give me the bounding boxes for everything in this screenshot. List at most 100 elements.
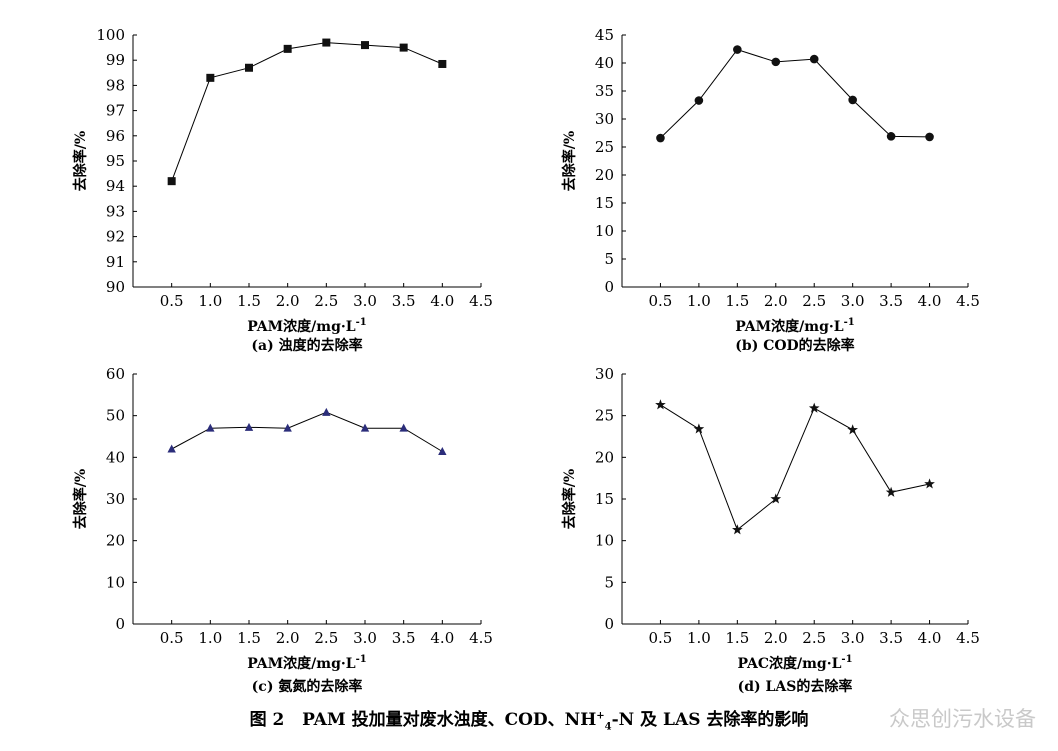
y-tick-label: 35 xyxy=(595,82,614,100)
series-line xyxy=(660,49,930,139)
data-point xyxy=(885,486,897,497)
data-point xyxy=(283,44,292,53)
data-point xyxy=(924,478,935,489)
watermark-text: 众思创污水设备 xyxy=(889,707,1036,731)
y-tick-label: 50 xyxy=(106,407,125,425)
x-tick-label: 0.5 xyxy=(649,292,673,310)
y-tick-label: 98 xyxy=(106,76,125,94)
y-tick-label: 91 xyxy=(106,253,125,271)
series-line xyxy=(171,42,443,182)
data-point xyxy=(206,423,215,432)
y-axis-title: 去除率/% xyxy=(561,469,578,529)
figure-caption-sub: 4 xyxy=(604,721,612,733)
x-axis-title: PAC浓度/mg·L-1 xyxy=(737,654,852,672)
chart-caption: (a) 浊度的去除率 xyxy=(251,337,362,354)
chart-caption: (c) 氨氮的去除率 xyxy=(252,678,363,695)
series-line xyxy=(660,404,930,531)
chart-d: 0 5 10 15 20 25 30 0.5 1.0 1.5 2.0 2.5 3.0 3.5 4.0 4.5 去… xyxy=(561,365,980,695)
data-point xyxy=(360,423,370,432)
data-point xyxy=(438,447,447,455)
x-axis-title: PAM浓度/mg·L-1 xyxy=(735,317,854,335)
y-tick-label: 30 xyxy=(595,365,614,383)
figure-caption-prefix: 图 2 xyxy=(249,710,285,730)
y-tick-label: 60 xyxy=(106,365,125,383)
data-point xyxy=(925,132,934,142)
data-point xyxy=(886,132,896,141)
x-tick-label: 3.0 xyxy=(353,629,377,647)
x-tick-label: 1.0 xyxy=(198,292,222,310)
y-axis-title: 去除率/% xyxy=(72,469,89,529)
data-point xyxy=(848,95,857,105)
y-axis-title: 去除率/% xyxy=(72,131,89,191)
x-tick-label: 3.5 xyxy=(879,292,903,310)
y-tick-label: 0 xyxy=(604,615,614,633)
data-point xyxy=(245,63,253,72)
data-point xyxy=(656,133,665,143)
x-tick-label: 1.0 xyxy=(687,629,711,647)
data-point xyxy=(693,423,705,434)
x-tick-label: 2.5 xyxy=(314,629,338,647)
y-tick-label: 0 xyxy=(115,615,125,633)
chart-b: 0 5 10 15 20 25 30 35 40 45 0.5 1.0 1.5 2.0 2.5 3.0 3.5 4… xyxy=(561,26,980,354)
data-point xyxy=(694,96,704,105)
y-tick-label: 20 xyxy=(106,532,125,550)
y-tick-label: 90 xyxy=(106,278,125,296)
y-tick-label: 20 xyxy=(595,166,614,184)
x-tick-label: 2.5 xyxy=(802,292,826,310)
x-tick-label: 0.5 xyxy=(649,629,673,647)
x-tick-label: 1.5 xyxy=(725,292,749,310)
figure-caption-main: PAM 投加量对废水浊度、COD、NH xyxy=(302,710,597,730)
y-tick-label: 15 xyxy=(595,194,614,212)
x-tick-label: 4.5 xyxy=(956,292,980,310)
y-tick-label: 0 xyxy=(604,278,614,296)
chart-c: 0 10 20 30 40 50 60 0.5 1.0 1.5 2.0 2.5 3.0 3.5 4.0 4.5… xyxy=(72,365,493,695)
x-tick-label: 3.5 xyxy=(392,292,416,310)
x-axis-title-main: PAM浓度/mg·L xyxy=(735,318,843,335)
x-tick-label: 1.5 xyxy=(237,292,261,310)
x-tick-label: 2.5 xyxy=(802,629,826,647)
y-tick-label: 30 xyxy=(106,490,125,508)
x-tick-label: 1.5 xyxy=(725,629,749,647)
x-tick-label: 4.0 xyxy=(430,629,454,647)
data-point xyxy=(438,59,447,68)
x-tick-label: 4.0 xyxy=(918,629,942,647)
y-tick-label: 10 xyxy=(106,573,125,591)
data-point xyxy=(206,73,215,82)
y-tick-label: 94 xyxy=(106,177,125,195)
data-point xyxy=(732,524,743,535)
y-tick-label: 40 xyxy=(595,54,614,72)
data-point xyxy=(322,407,331,416)
x-tick-label: 3.0 xyxy=(841,292,865,310)
x-tick-label: 4.5 xyxy=(469,629,493,647)
x-tick-label: 4.0 xyxy=(918,292,942,310)
x-tick-label: 2.0 xyxy=(276,292,300,310)
y-tick-label: 25 xyxy=(595,138,614,156)
data-point xyxy=(808,402,820,413)
y-tick-label: 93 xyxy=(106,202,125,220)
y-tick-label: 99 xyxy=(106,51,125,69)
x-axis-title: PAM浓度/mg·L-1 xyxy=(247,317,366,335)
x-tick-label: 3.5 xyxy=(392,629,416,647)
x-tick-label: 2.0 xyxy=(276,629,300,647)
data-point xyxy=(655,399,666,410)
x-tick-label: 0.5 xyxy=(160,292,184,310)
x-tick-label: 4.0 xyxy=(430,292,454,310)
y-axis-title: 去除率/% xyxy=(561,131,578,191)
data-point xyxy=(244,422,254,431)
data-point xyxy=(361,41,369,50)
y-tick-label: 40 xyxy=(106,448,125,466)
y-tick-label: 10 xyxy=(595,532,614,550)
data-point xyxy=(399,423,408,432)
y-tick-label: 95 xyxy=(106,152,125,170)
x-axis-title-sup: -1 xyxy=(841,654,852,665)
x-axis-title: PAM浓度/mg·L-1 xyxy=(247,654,366,672)
data-point xyxy=(771,57,781,67)
chart-caption: (b) COD的去除率 xyxy=(735,337,854,354)
y-tick-label: 100 xyxy=(96,26,125,44)
figure-caption-suffix: -N 及 LAS 去除率的影响 xyxy=(611,710,809,730)
y-tick-label: 25 xyxy=(595,407,614,425)
data-point xyxy=(322,38,331,47)
data-point xyxy=(283,423,292,432)
data-point xyxy=(399,43,408,52)
watermark: 众思创污水设备 xyxy=(889,703,1036,733)
